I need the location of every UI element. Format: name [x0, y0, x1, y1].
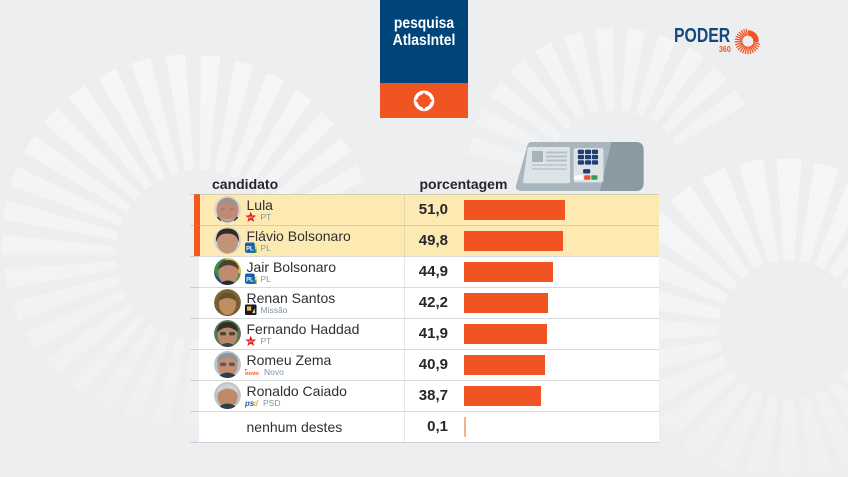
svg-text:PL: PL	[246, 277, 254, 283]
svg-text:novo: novo	[245, 371, 259, 377]
svg-text:ps: ps	[245, 399, 255, 408]
svg-text:d: d	[253, 399, 258, 408]
svg-text:PT: PT	[249, 339, 253, 343]
svg-text:PL: PL	[246, 246, 254, 252]
svg-text:PT: PT	[249, 215, 253, 219]
